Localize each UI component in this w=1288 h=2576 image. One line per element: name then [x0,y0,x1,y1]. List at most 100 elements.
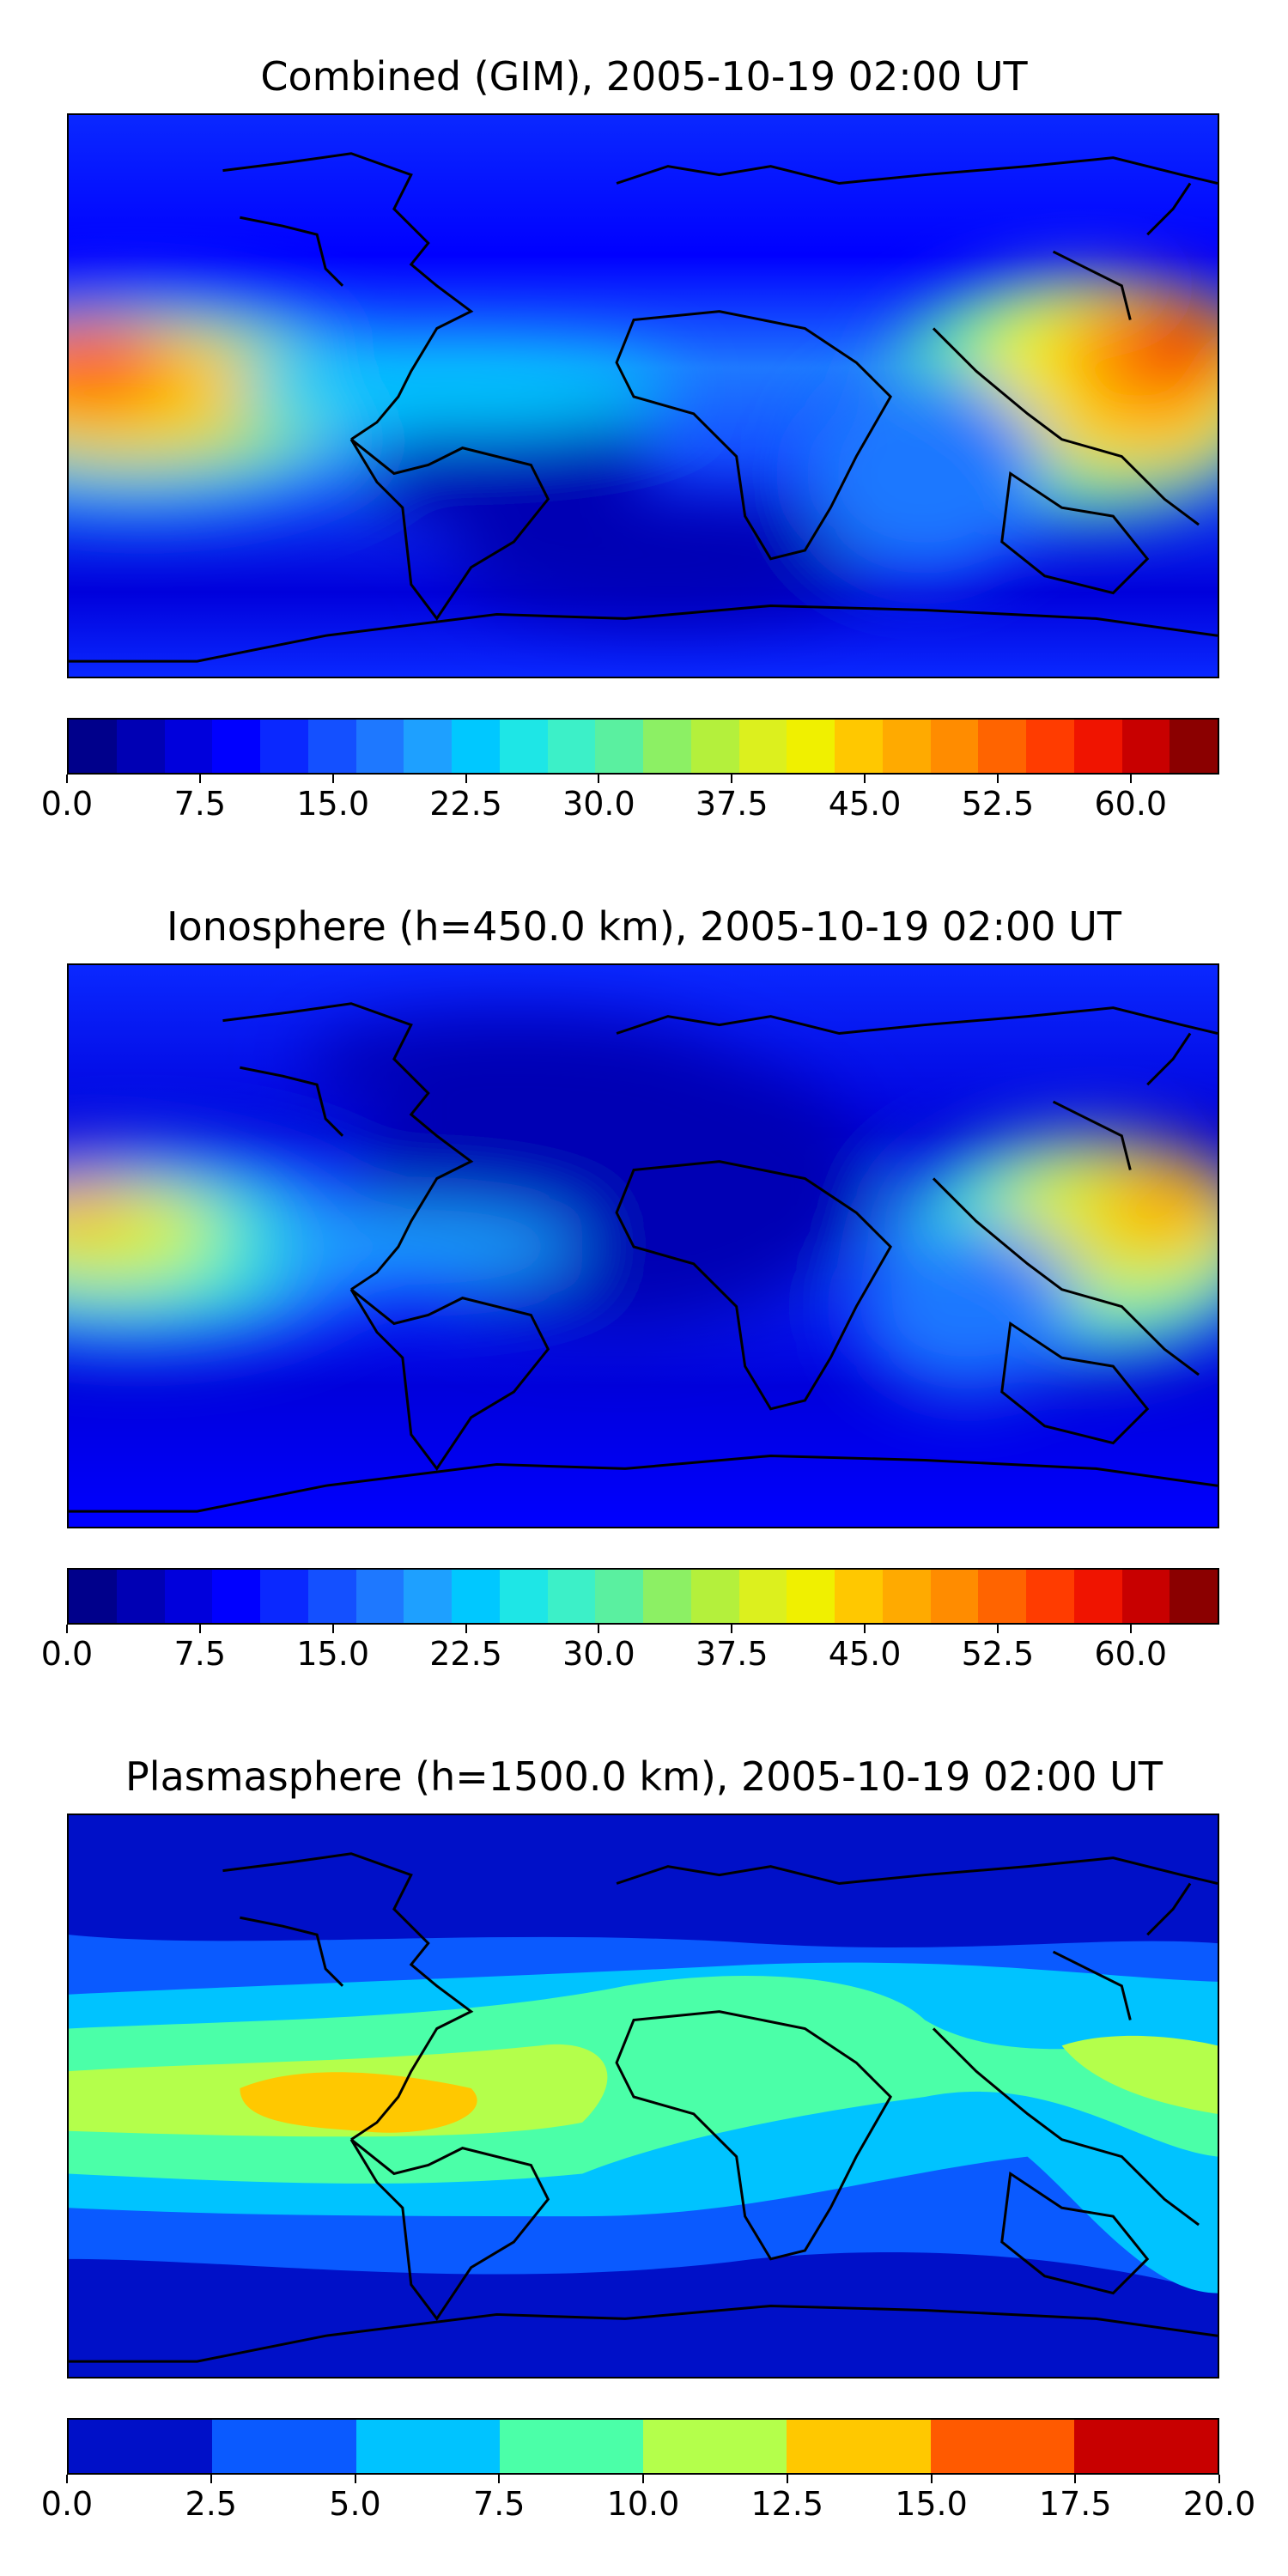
colorbar-segment [260,720,308,773]
colorbar-tick [66,775,68,783]
colorbar-tick-label: 30.0 [562,785,635,823]
colorbar-tick-label: 0.0 [40,1635,94,1673]
colorbar-segment [1073,720,1122,773]
colorbar-tick [786,2475,788,2483]
colorbar-segment [164,1570,213,1623]
colorbar-segment [212,720,260,773]
colorbar-segment [978,1570,1026,1623]
colorbar-tick-label: 5.0 [329,2485,381,2523]
colorbar-tick-label: 15.0 [296,785,369,823]
colorbar-tick-label: 10.0 [606,2485,680,2523]
panel-3-map-svg [69,1815,1218,2377]
colorbar-segment [260,1570,308,1623]
colorbar-segment [69,720,117,773]
colorbar-segment [595,720,643,773]
colorbar-tick [864,1625,866,1633]
colorbar-tick [1218,2475,1220,2483]
panel-3-colorbar [67,2418,1219,2475]
colorbar-tick-label: 52.5 [961,785,1035,823]
colorbar-segment [738,720,787,773]
colorbar-tick-label: 2.5 [185,2485,237,2523]
colorbar-tick [731,1625,733,1633]
colorbar-tick-label: 22.5 [429,1635,502,1673]
colorbar-tick [354,2475,356,2483]
colorbar-tick [465,1625,467,1633]
colorbar-tick [1129,1625,1132,1633]
colorbar-tick-label: 15.0 [895,2485,968,2523]
panel-1-colorbar-ticks: 0.0 7.5 15.0 22.5 30.0 37.5 45.0 52.5 60.0 [41,775,1219,826]
colorbar-tick [598,775,600,783]
colorbar-tick [642,2475,644,2483]
colorbar-segment [690,1570,739,1623]
colorbar-tick-label: 60.0 [1094,785,1168,823]
colorbar-tick-label: 37.5 [695,785,769,823]
panel-3-coastlines [69,1852,1218,2363]
panel-3-contours [69,1935,1218,2293]
colorbar-tick [864,775,866,783]
colorbar-segment [1121,720,1170,773]
colorbar-tick [198,775,201,783]
colorbar-tick [331,1625,334,1633]
colorbar-tick-label: 45.0 [828,785,902,823]
colorbar-tick [598,1625,600,1633]
colorbar-segment [404,720,452,773]
colorbar-segment [690,720,739,773]
colorbar-segment [930,720,979,773]
colorbar-tick-label: 60.0 [1094,1635,1168,1673]
colorbar-segment [547,720,596,773]
colorbar-segment [882,720,931,773]
colorbar-segment [499,2420,643,2473]
colorbar-segment [1073,2420,1218,2473]
colorbar-tick [198,1625,201,1633]
panel-2-colorbar [67,1568,1219,1625]
colorbar-segment [643,720,691,773]
panel-2-title: Ionosphere (h=450.0 km), 2005-10-19 02:0… [167,903,1121,950]
panel-3-map [67,1814,1219,2379]
colorbar-segment [452,720,500,773]
colorbar-tick-label: 37.5 [695,1635,769,1673]
colorbar-segment [499,720,548,773]
colorbar-tick [66,1625,68,1633]
panel-2-map [67,963,1219,1528]
colorbar-tick-label: 7.5 [473,2485,526,2523]
colorbar-tick [465,775,467,783]
panel-1-colorbar [67,718,1219,775]
colorbar-segment [738,1570,787,1623]
colorbar-segment [1170,720,1218,773]
colorbar-tick [731,775,733,783]
colorbar-segment [643,1570,691,1623]
colorbar-tick [996,775,999,783]
colorbar-tick-label: 52.5 [961,1635,1035,1673]
colorbar-segment [212,1570,260,1623]
colorbar-tick-label: 7.5 [173,1635,227,1673]
colorbar-segment [404,1570,452,1623]
colorbar-segment [643,2420,787,2473]
colorbar-segment [835,1570,883,1623]
colorbar-segment [307,1570,356,1623]
colorbar-tick-label: 22.5 [429,785,502,823]
colorbar-segment [164,720,213,773]
colorbar-segment [930,2420,1074,2473]
colorbar-segment [882,1570,931,1623]
colorbar-tick-label: 0.0 [40,785,94,823]
colorbar-segment [116,1570,165,1623]
colorbar-segment [978,720,1026,773]
colorbar-tick-label: 15.0 [296,1635,369,1673]
colorbar-tick [498,2475,501,2483]
colorbar-segment [69,2420,213,2473]
colorbar-tick-label: 20.0 [1182,2485,1256,2523]
colorbar-tick-label: 45.0 [828,1635,902,1673]
panel-2-coastlines [69,1002,1218,1513]
colorbar-segment [212,2420,356,2473]
colorbar-segment [499,1570,548,1623]
panel-3-title: Plasmasphere (h=1500.0 km), 2005-10-19 0… [125,1753,1163,1800]
colorbar-tick-label: 12.5 [750,2485,824,2523]
colorbar-segment [595,1570,643,1623]
colorbar-segment [69,1570,117,1623]
colorbar-segment [116,720,165,773]
colorbar-tick-label: 0.0 [40,2485,94,2523]
colorbar-tick [930,2475,933,2483]
colorbar-tick [331,775,334,783]
colorbar-tick [210,2475,212,2483]
colorbar-segment [930,1570,979,1623]
